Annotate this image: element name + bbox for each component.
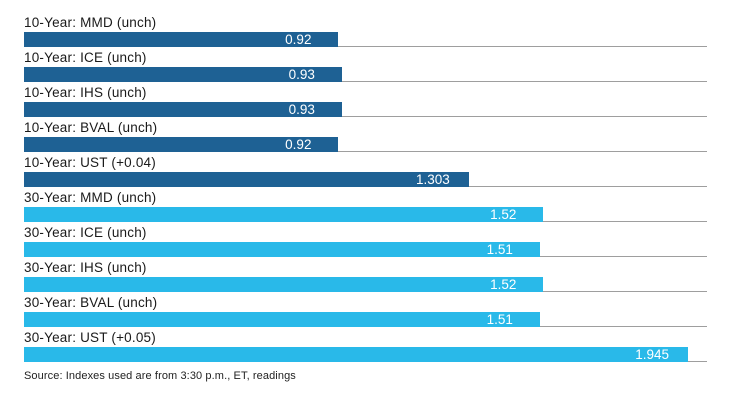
bar-row-label: 30-Year: IHS (unch) <box>24 260 147 275</box>
bar-row: 30-Year: IHS (unch) 1.52 <box>24 260 707 292</box>
yield-bar-chart: 10-Year: MMD (unch) 0.92 10-Year: ICE (u… <box>24 0 707 362</box>
bar-value-label: 1.945 <box>635 347 669 362</box>
bar-row: 10-Year: ICE (unch) 0.93 <box>24 50 707 82</box>
bar-row: 30-Year: MMD (unch) 1.52 <box>24 190 707 222</box>
bar-row-label: 30-Year: BVAL (unch) <box>24 295 158 310</box>
bar-row: 10-Year: BVAL (unch) 0.92 <box>24 120 707 152</box>
bar-row-label: 30-Year: UST (+0.05) <box>24 330 156 345</box>
bar-row: 30-Year: UST (+0.05) 1.945 <box>24 330 707 362</box>
bar-track: 0.93 <box>24 67 707 82</box>
bar-row-label: 10-Year: ICE (unch) <box>24 50 147 65</box>
bar-value-label: 1.303 <box>415 172 450 187</box>
bar-value-label: 0.93 <box>288 67 315 82</box>
bar-value-label: 0.92 <box>285 32 312 47</box>
bar-row: 10-Year: UST (+0.04) 1.303 <box>24 155 707 187</box>
bar-value-label: 1.52 <box>490 207 517 222</box>
bar-track: 1.52 <box>24 207 707 222</box>
bar-value-label: 1.51 <box>486 312 513 327</box>
bar: 0.92 <box>24 137 339 152</box>
bar-value-label: 0.93 <box>288 102 315 117</box>
bar: 0.92 <box>24 32 339 47</box>
bar: 1.51 <box>24 312 540 327</box>
bar: 1.945 <box>24 347 689 362</box>
bar: 1.52 <box>24 207 544 222</box>
bar: 0.93 <box>24 67 342 82</box>
bar-row-label: 10-Year: BVAL (unch) <box>24 120 158 135</box>
bar-row-label: 30-Year: MMD (unch) <box>24 190 157 205</box>
bar-value-label: 1.51 <box>486 242 513 257</box>
bar-row-label: 10-Year: UST (+0.04) <box>24 155 156 170</box>
bar-track: 1.303 <box>24 172 707 187</box>
bar-track: 0.92 <box>24 32 707 47</box>
bar-track: 1.51 <box>24 242 707 257</box>
source-note: Source: Indexes used are from 3:30 p.m.,… <box>24 370 296 382</box>
bar-track: 1.52 <box>24 277 707 292</box>
bar-track: 0.92 <box>24 137 707 152</box>
bar-value-label: 1.52 <box>490 277 517 292</box>
bar-row: 10-Year: MMD (unch) 0.92 <box>24 15 707 47</box>
bar-row-label: 10-Year: IHS (unch) <box>24 85 147 100</box>
bar-track: 1.51 <box>24 312 707 327</box>
bar-row: 10-Year: IHS (unch) 0.93 <box>24 85 707 117</box>
bar-row-label: 10-Year: MMD (unch) <box>24 15 157 30</box>
bar-row-label: 30-Year: ICE (unch) <box>24 225 147 240</box>
bar: 1.52 <box>24 277 544 292</box>
bar-track: 0.93 <box>24 102 707 117</box>
bar: 0.93 <box>24 102 342 117</box>
bar-track: 1.945 <box>24 347 707 362</box>
bar: 1.51 <box>24 242 540 257</box>
bar-row: 30-Year: BVAL (unch) 1.51 <box>24 295 707 327</box>
bar-value-label: 0.92 <box>285 137 312 152</box>
bar-row: 30-Year: ICE (unch) 1.51 <box>24 225 707 257</box>
bar: 1.303 <box>24 172 469 187</box>
